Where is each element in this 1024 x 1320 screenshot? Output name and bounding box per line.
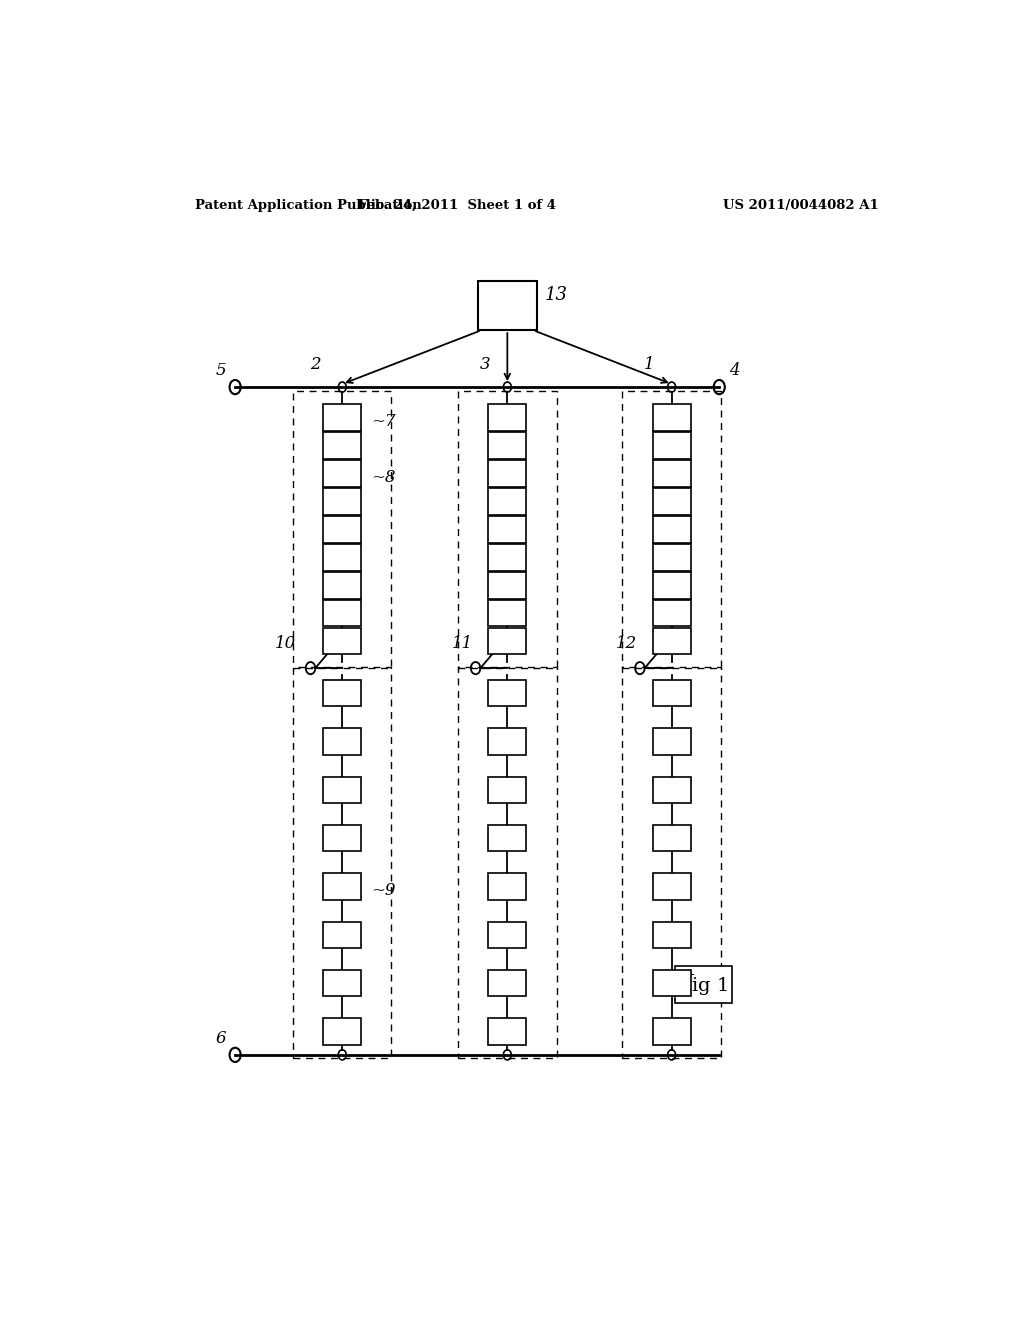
Bar: [652, 628, 690, 655]
Text: $\overline{\mathrm{F}}$ig 1: $\overline{\mathrm{F}}$ig 1: [680, 972, 727, 998]
Text: Feb. 24, 2011  Sheet 1 of 4: Feb. 24, 2011 Sheet 1 of 4: [358, 199, 556, 213]
Bar: [652, 680, 690, 706]
Bar: [324, 433, 361, 459]
Text: US 2011/0044082 A1: US 2011/0044082 A1: [723, 199, 879, 213]
Bar: [652, 461, 690, 487]
Bar: [488, 601, 526, 627]
Bar: [488, 970, 526, 997]
Bar: [652, 572, 690, 598]
Bar: [324, 628, 361, 655]
Text: 4: 4: [729, 362, 739, 379]
Text: 3: 3: [479, 356, 490, 372]
Bar: [488, 1018, 526, 1044]
Bar: [488, 544, 526, 570]
Bar: [488, 874, 526, 900]
Bar: [488, 729, 526, 755]
Bar: [324, 461, 361, 487]
Bar: [652, 1018, 690, 1044]
Bar: [324, 601, 361, 627]
Text: ~7: ~7: [371, 413, 395, 430]
Bar: [652, 729, 690, 755]
Bar: [488, 404, 526, 430]
Bar: [488, 628, 526, 655]
Text: Patent Application Publication: Patent Application Publication: [196, 199, 422, 213]
Bar: [488, 488, 526, 515]
Bar: [324, 404, 361, 430]
Text: 5: 5: [215, 362, 226, 379]
Bar: [488, 776, 526, 803]
Bar: [652, 488, 690, 515]
Bar: [324, 729, 361, 755]
Bar: [324, 776, 361, 803]
Bar: [623, 667, 721, 1057]
Bar: [324, 488, 361, 515]
Bar: [477, 281, 538, 330]
Bar: [652, 433, 690, 459]
Bar: [488, 433, 526, 459]
Bar: [652, 776, 690, 803]
Bar: [324, 970, 361, 997]
Text: ~9: ~9: [371, 882, 395, 899]
Bar: [324, 921, 361, 948]
Bar: [293, 667, 391, 1057]
Text: 13: 13: [545, 286, 568, 305]
Bar: [488, 921, 526, 948]
Bar: [324, 1018, 361, 1044]
Bar: [652, 970, 690, 997]
Text: 10: 10: [274, 635, 296, 652]
Bar: [324, 516, 361, 543]
Bar: [652, 601, 690, 627]
Bar: [324, 874, 361, 900]
Text: 12: 12: [616, 635, 637, 652]
Bar: [652, 825, 690, 851]
Bar: [652, 404, 690, 430]
Bar: [652, 874, 690, 900]
Text: 2: 2: [310, 356, 322, 372]
Bar: [324, 680, 361, 706]
Bar: [458, 391, 557, 668]
Text: 6: 6: [215, 1030, 226, 1047]
Bar: [488, 461, 526, 487]
Bar: [652, 516, 690, 543]
Bar: [324, 544, 361, 570]
Bar: [324, 825, 361, 851]
Bar: [623, 391, 721, 668]
Bar: [488, 572, 526, 598]
Bar: [488, 825, 526, 851]
Bar: [652, 921, 690, 948]
Text: 1: 1: [644, 356, 654, 372]
Bar: [293, 391, 391, 668]
Bar: [652, 544, 690, 570]
Bar: [488, 680, 526, 706]
Bar: [458, 667, 557, 1057]
Text: ~8: ~8: [371, 469, 395, 486]
Bar: [324, 572, 361, 598]
Text: 11: 11: [452, 635, 473, 652]
Bar: [488, 516, 526, 543]
